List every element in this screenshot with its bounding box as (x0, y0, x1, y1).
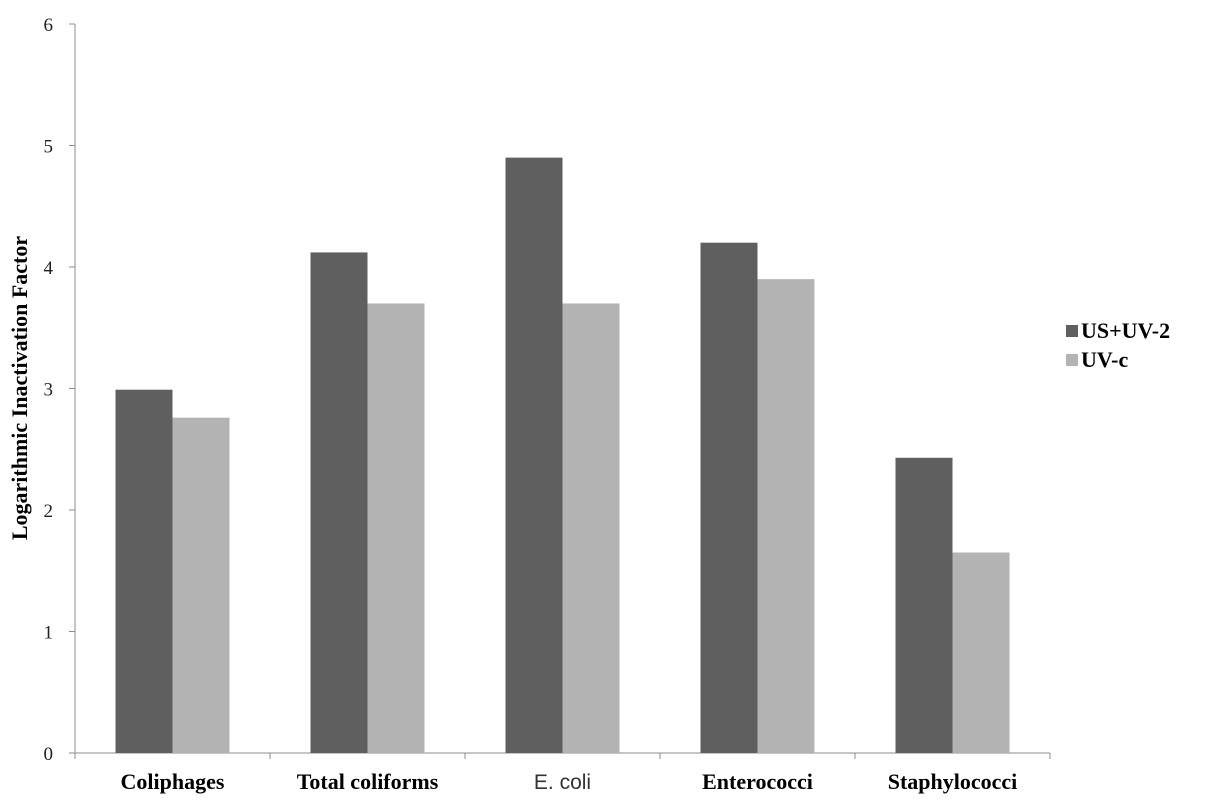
legend-label: UV-c (1081, 347, 1128, 372)
y-tick-label: 5 (44, 137, 54, 158)
x-category-label: Staphylococci (888, 769, 1018, 794)
bar-us-uv-2-2 (505, 157, 563, 753)
x-category-label: E. coli (534, 771, 591, 794)
x-category-label: Coliphages (121, 769, 225, 794)
y-tick-label: 1 (44, 623, 54, 644)
y-axis: 0 1 2 3 4 5 6 (44, 15, 76, 765)
bar-us-uv-2-3 (700, 242, 758, 753)
bar-us-uv-2-0 (115, 389, 173, 753)
bar-uv-c-0 (172, 417, 230, 753)
bar-us-uv-2-1 (310, 252, 368, 754)
bar-uv-c-2 (562, 303, 620, 753)
bar-us-uv-2-4 (895, 457, 953, 753)
legend-label: US+UV-2 (1081, 318, 1170, 343)
x-category-label: Total coliforms (297, 769, 439, 794)
legend: US+UV-2 UV-c (1066, 318, 1170, 372)
legend-swatch (1066, 325, 1078, 337)
y-tick-label: 3 (44, 380, 54, 401)
y-tick-label: 0 (44, 744, 54, 765)
legend-swatch (1066, 354, 1078, 366)
bar-uv-c-1 (367, 303, 425, 753)
bar-uv-c-4 (952, 552, 1010, 753)
bar-uv-c-3 (757, 279, 815, 753)
y-tick-label: 6 (44, 15, 54, 36)
bars (115, 157, 1010, 754)
y-tick-label: 4 (44, 258, 54, 279)
x-category-label: Enterococci (702, 769, 813, 794)
y-tick-label: 2 (44, 501, 54, 522)
x-axis: Coliphages Total coliforms E. coli Enteroco… (74, 752, 1051, 794)
y-axis-title: Logarithmic Inactivation Factor (7, 236, 32, 541)
